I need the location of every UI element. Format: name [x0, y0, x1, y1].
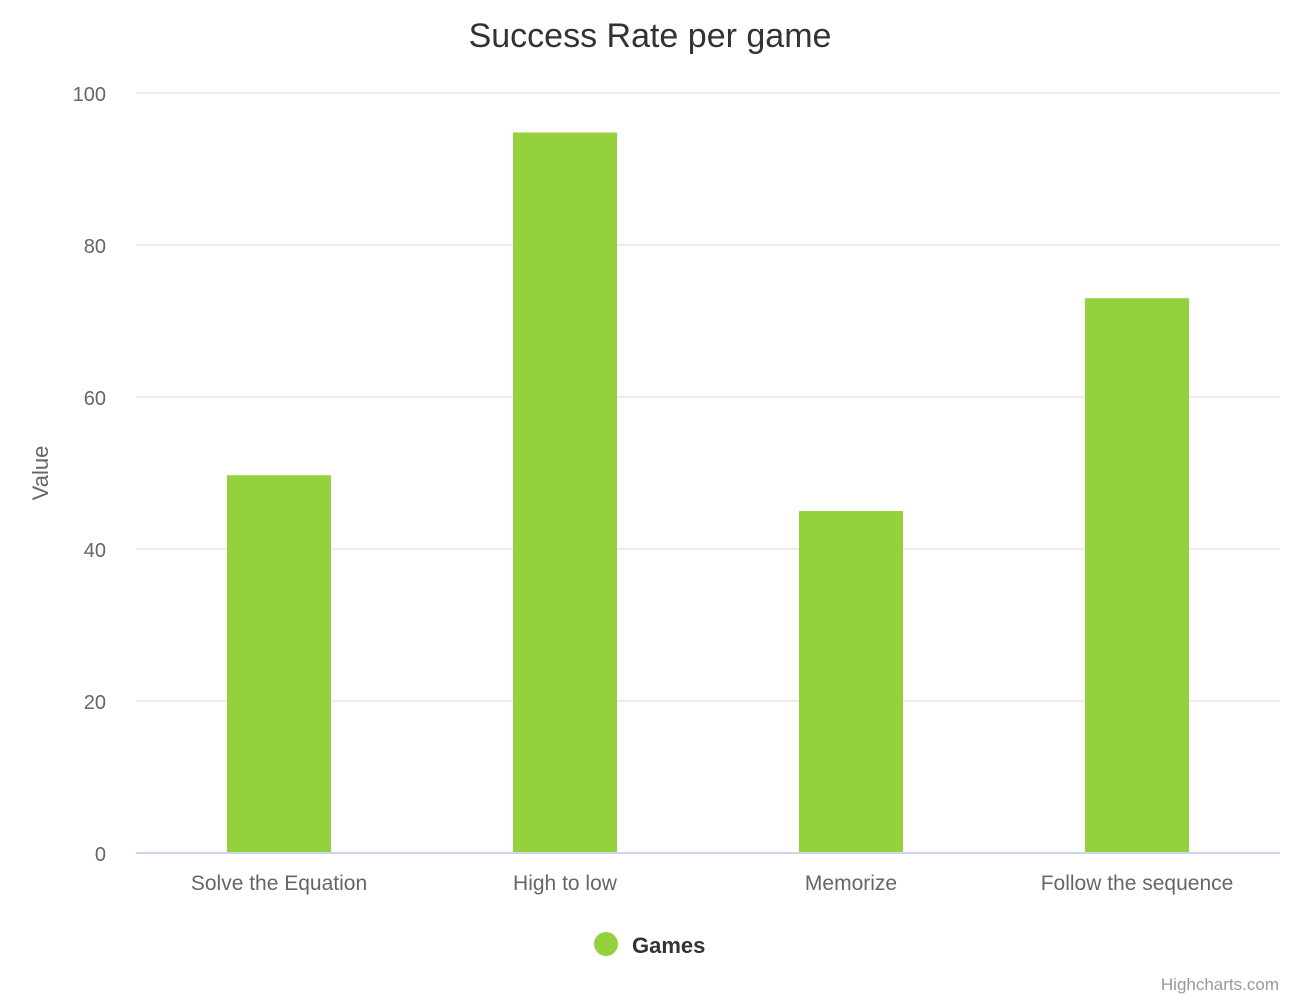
y-tick-label: 20 — [84, 692, 106, 714]
y-tick-label: 0 — [95, 844, 106, 866]
y-tick-label: 80 — [84, 236, 106, 258]
bar-series[interactable] — [227, 132, 1189, 853]
x-tick-label: Follow the sequence — [1041, 872, 1234, 895]
bar[interactable] — [227, 475, 331, 853]
x-tick-label: Memorize — [805, 872, 897, 895]
y-tick-label: 100 — [73, 84, 106, 106]
legend-item-games[interactable]: Games — [632, 933, 705, 958]
x-axis-tick-labels: Solve the Equation High to low Memorize Fol… — [191, 872, 1233, 895]
bar[interactable] — [1085, 298, 1189, 853]
bar[interactable] — [513, 132, 617, 853]
y-axis-tick-labels: 0 20 40 60 80 100 — [73, 84, 106, 866]
x-tick-label: Solve the Equation — [191, 872, 367, 895]
credits-link[interactable]: Highcharts.com — [1161, 975, 1279, 994]
y-axis-title: Value — [28, 446, 53, 501]
bar[interactable] — [799, 511, 903, 853]
legend-symbol[interactable] — [594, 932, 618, 956]
y-tick-label: 40 — [84, 540, 106, 562]
chart-title: Success Rate per game — [469, 17, 832, 55]
legend[interactable]: Games — [594, 932, 705, 958]
y-tick-label: 60 — [84, 388, 106, 410]
x-tick-label: High to low — [513, 872, 618, 895]
